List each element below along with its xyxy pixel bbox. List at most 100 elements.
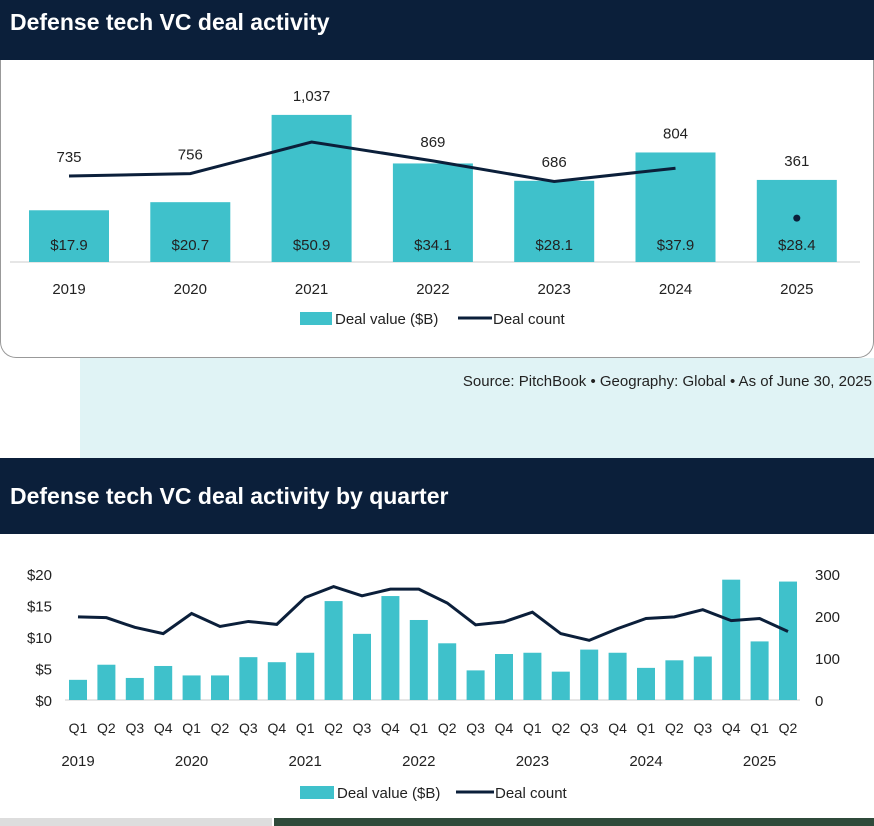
quarter-tick-label: Q2: [324, 720, 343, 736]
quarter-tick-label: Q1: [523, 720, 542, 736]
bar: [324, 601, 343, 700]
deal-count-line: [77, 585, 789, 642]
quarter-tick-label: Q2: [779, 720, 798, 736]
bar: [750, 641, 769, 700]
bar: [637, 667, 655, 700]
year-label: 2025: [743, 753, 776, 770]
quarter-tick-label: Q3: [693, 720, 712, 736]
bar: [466, 670, 485, 700]
source-band: [80, 358, 874, 458]
right-tick-label: 300: [815, 567, 840, 584]
legend-line-label: Deal count: [495, 785, 568, 802]
bar-value-label: $20.7: [172, 237, 210, 254]
legend-bar-label: Deal value ($B): [337, 785, 440, 802]
chart1-title: Defense tech VC deal activity: [0, 0, 874, 60]
bar: [693, 656, 712, 700]
bar: [392, 163, 473, 262]
bar: [29, 210, 109, 262]
bar: [211, 675, 229, 700]
bottom-strip-dark: [274, 818, 874, 826]
year-label: 2024: [629, 753, 662, 770]
quarter-tick-label: Q2: [211, 720, 230, 736]
year-label: 2023: [516, 753, 549, 770]
bar: [267, 662, 286, 700]
x-tick-label: 2023: [538, 281, 571, 298]
count-label: 361: [784, 153, 809, 170]
quarterly-chart: $0 $5 $10 $15 $20 0 100 200 300 Q1 Q2 Q3 Q4 Q1 Q2 Q3 Q4 Q…: [27, 567, 840, 802]
quarter-tick-label: Q3: [239, 720, 258, 736]
quarter-tick-label: Q3: [125, 720, 144, 736]
year-label: 2021: [289, 753, 322, 770]
year-label: 2020: [175, 753, 208, 770]
bar: [779, 581, 797, 700]
quarter-tick-label: Q4: [154, 720, 173, 736]
count-label: 735: [56, 149, 81, 166]
bar-value-label: $37.9: [657, 237, 695, 254]
quarter-tick-label: Q3: [353, 720, 372, 736]
left-tick-label: $10: [27, 630, 52, 647]
chart2-title: Defense tech VC deal activity by quarter: [0, 458, 874, 534]
quarter-tick-label: Q2: [551, 720, 570, 736]
bar: [125, 677, 144, 700]
legend-bar-swatch: [300, 786, 334, 799]
bar: [271, 114, 352, 262]
x-tick-label: 2020: [174, 281, 207, 298]
bar: [551, 671, 570, 700]
quarter-tick-label: Q1: [750, 720, 769, 736]
quarter-tick-label: Q2: [665, 720, 684, 736]
bar: [580, 649, 599, 700]
bar: [239, 657, 258, 700]
quarter-tick-label: Q4: [381, 720, 400, 736]
bar: [438, 643, 457, 700]
bar: [665, 660, 684, 700]
quarter-tick-label: Q4: [608, 720, 627, 736]
count-label: 686: [542, 154, 567, 171]
right-tick-label: 100: [815, 651, 840, 668]
bar-value-label: $50.9: [293, 237, 331, 254]
quarter-tick-label: Q3: [580, 720, 599, 736]
bar: [722, 579, 741, 700]
quarter-tick-label: Q1: [409, 720, 428, 736]
count-label: 804: [663, 125, 688, 142]
legend-line-label: Deal count: [493, 311, 566, 328]
left-tick-label: $0: [35, 693, 52, 710]
bar: [154, 665, 173, 700]
left-tick-label: $5: [35, 662, 52, 679]
count-label: 869: [420, 134, 445, 151]
legend-bar-label: Deal value ($B): [335, 311, 438, 328]
right-tick-label: 200: [815, 609, 840, 626]
deal-count-point: [793, 214, 801, 222]
bar: [514, 180, 595, 262]
year-label: 2022: [402, 753, 435, 770]
x-tick-label: 2025: [780, 281, 813, 298]
quarter-tick-label: Q4: [495, 720, 514, 736]
bar-value-label: $17.9: [50, 237, 88, 254]
source-note: Source: PitchBook • Geography: Global • …: [462, 373, 872, 390]
legend-bar-swatch: [300, 312, 332, 325]
bar: [353, 633, 371, 700]
quarter-tick-label: Q2: [438, 720, 457, 736]
x-tick-label: 2024: [659, 281, 692, 298]
left-tick-label: $20: [27, 567, 52, 584]
quarter-tick-label: Q4: [722, 720, 741, 736]
bar-value-label: $28.4: [778, 237, 816, 254]
right-tick-label: 0: [815, 693, 823, 710]
quarter-tick-label: Q1: [182, 720, 201, 736]
bar: [97, 664, 116, 700]
bar: [608, 652, 627, 700]
bar: [182, 675, 201, 700]
bar: [296, 652, 315, 700]
count-label: 756: [178, 147, 203, 164]
bar: [523, 652, 542, 700]
count-label: 1,037: [293, 88, 331, 105]
bar-value-label: $28.1: [535, 237, 573, 254]
quarter-tick-label: Q4: [267, 720, 286, 736]
annual-chart: $17.9 2019 $20.7 2020 $50.9 2021 $34.1 2022 $28.…: [10, 88, 860, 328]
x-tick-label: 2021: [295, 281, 328, 298]
x-tick-label: 2019: [52, 281, 85, 298]
bar: [409, 619, 428, 700]
quarter-tick-label: Q1: [69, 720, 88, 736]
quarter-tick-label: Q1: [637, 720, 656, 736]
bar: [495, 654, 513, 700]
left-tick-label: $15: [27, 599, 52, 616]
